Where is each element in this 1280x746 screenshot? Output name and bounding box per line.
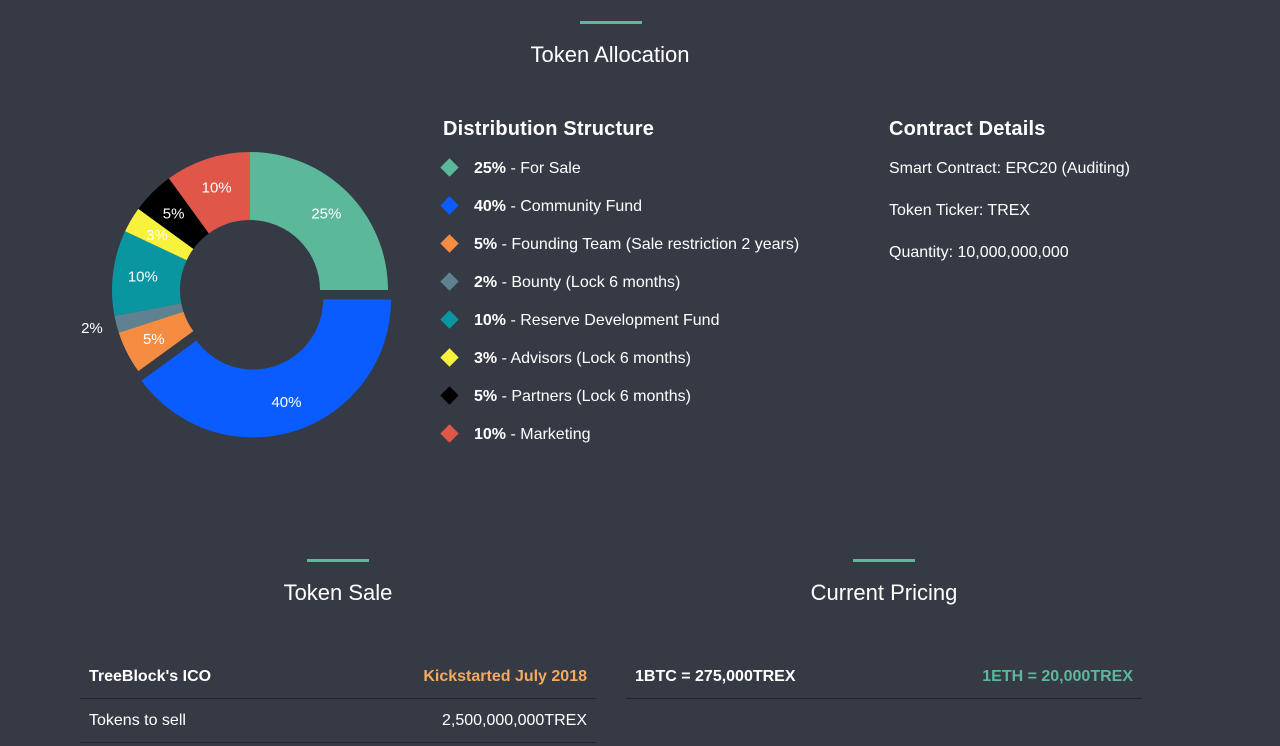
legend-swatch [440, 386, 459, 405]
legend-swatch [440, 424, 459, 443]
distribution-title: Distribution Structure [443, 118, 655, 140]
pie-label-for-sale: 25% [311, 206, 341, 223]
legend-item-reserve-development-fund: 10% - Reserve Development Fund [440, 308, 800, 333]
btc-price: 1BTC = 275,000TREX [635, 667, 796, 685]
pie-label-partners: 5% [163, 206, 185, 223]
legend-text: - Founding Team (Sale restriction 2 year… [497, 236, 800, 253]
legend-pct: 5% [474, 388, 498, 405]
pie-slice-partners [138, 178, 209, 249]
legend-item-advisors: 3% - Advisors (Lock 6 months) [440, 346, 800, 371]
legend-swatch [440, 348, 459, 367]
allocation-accent-line [580, 21, 642, 24]
legend-item-founding-team: 5% - Founding Team (Sale restriction 2 y… [440, 232, 800, 257]
legend-text: - Advisors (Lock 6 months) [497, 350, 691, 367]
pie-label-marketing: 10% [202, 179, 232, 196]
legend-item-for-sale: 25% - For Sale [440, 156, 800, 181]
contract-title: Contract Details [889, 118, 1046, 140]
contract-row-quantity: Quantity: 10,000,000,000 [889, 240, 1229, 265]
table-row: Tokens to sell 2,500,000,000TREX [80, 699, 596, 743]
allocation-title: Token Allocation [530, 42, 690, 67]
allocation-donut-chart: 25% 40% 5% 2% 10% 3% 5% 10% [81, 152, 392, 438]
legend-pct: 10% [474, 426, 507, 443]
pie-label-reserve-development-fund: 10% [128, 268, 158, 285]
legend-item-marketing: 10% - Marketing [440, 422, 800, 447]
token-sale-accent-line [307, 559, 369, 562]
legend-text: - Partners (Lock 6 months) [497, 388, 691, 405]
contract-value: TREX [983, 202, 1031, 219]
legend-text: - Marketing [506, 426, 591, 443]
legend-text: - Community Fund [506, 198, 643, 215]
ico-name: TreeBlock's ICO [89, 667, 212, 685]
tokens-to-sell-value: 2,500,000,000TREX [442, 711, 587, 729]
pricing-header-row: 1BTC = 275,000TREX 1ETH = 20,000TREX [626, 655, 1142, 699]
pie-slice-advisors [125, 208, 194, 261]
legend-item-bounty: 2% - Bounty (Lock 6 months) [440, 270, 800, 295]
pie-slice-community-fund [141, 299, 392, 438]
contract-value: 10,000,000,000 [953, 244, 1069, 261]
legend-swatch [440, 196, 459, 215]
legend-swatch [440, 272, 459, 291]
contract-details: Smart Contract: ERC20 (Auditing) Token T… [889, 156, 1229, 282]
contract-value: ERC20 (Auditing) [1001, 160, 1130, 177]
legend-pct: 3% [474, 350, 498, 367]
legend-swatch [440, 234, 459, 253]
legend-item-partners: 5% - Partners (Lock 6 months) [440, 384, 800, 409]
pricing-accent-line [853, 559, 915, 562]
legend-swatch [440, 158, 459, 177]
pie-label-bounty: 2% [81, 320, 103, 337]
contract-label: Token Ticker: [889, 202, 984, 219]
legend-text: - For Sale [506, 160, 581, 177]
legend-pct: 2% [474, 274, 498, 291]
legend-text: - Bounty (Lock 6 months) [497, 274, 681, 291]
contract-label: Smart Contract: [889, 160, 1002, 177]
token-sale-title: Token Sale [283, 580, 393, 605]
legend-text: - Reserve Development Fund [506, 312, 720, 329]
pie-label-advisors: 3% [146, 227, 168, 244]
legend-swatch [440, 310, 459, 329]
legend-pct: 25% [474, 160, 507, 177]
pricing-title: Current Pricing [810, 580, 958, 605]
legend-item-community-fund: 40% - Community Fund [440, 194, 800, 219]
pie-slice-marketing [168, 152, 250, 234]
legend-pct: 5% [474, 236, 498, 253]
contract-row-token-ticker: Token Ticker: TREX [889, 198, 1229, 223]
pricing-table: 1BTC = 275,000TREX 1ETH = 20,000TREX [626, 655, 1142, 699]
pie-slice-founding-team [118, 311, 194, 372]
token-sale-header-row: TreeBlock's ICO Kickstarted July 2018 [80, 655, 596, 699]
tokens-to-sell-label: Tokens to sell [89, 711, 186, 729]
contract-row-smart-contract: Smart Contract: ERC20 (Auditing) [889, 156, 1229, 181]
distribution-legend: 25% - For Sale 40% - Community Fund 5% -… [440, 156, 800, 460]
pie-label-founding-team: 5% [143, 331, 165, 348]
ico-kickstart-date: Kickstarted July 2018 [423, 667, 587, 685]
eth-price: 1ETH = 20,000TREX [982, 667, 1133, 685]
pie-slice-for-sale [250, 152, 388, 290]
pie-label-community-fund: 40% [271, 394, 301, 411]
legend-pct: 40% [474, 198, 507, 215]
legend-pct: 10% [474, 312, 507, 329]
token-sale-table: TreeBlock's ICO Kickstarted July 2018 To… [80, 655, 596, 743]
pie-slice-bounty [114, 303, 184, 333]
pie-slice-reserve-development-fund [112, 231, 187, 316]
contract-label: Quantity: [889, 244, 954, 261]
